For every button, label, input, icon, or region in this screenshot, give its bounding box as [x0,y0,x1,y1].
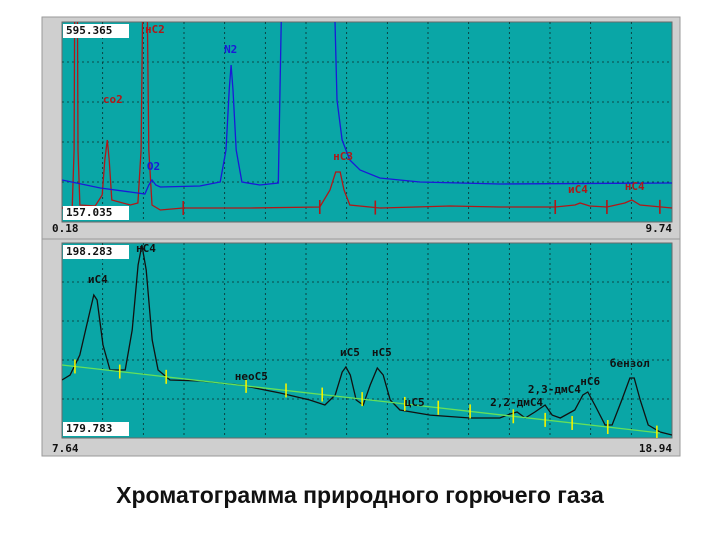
peak-label: 2,3-дмС4 [528,383,581,396]
peak-label: неоС5 [235,370,268,383]
peak-label: нС2 [145,23,165,36]
plot-area [61,21,673,223]
y-tick-box [63,422,129,436]
x-tick-label: 9.74 [646,222,673,235]
trace [62,364,661,434]
peak-label: 2,2-дмС4 [490,396,543,409]
y-tick-label: 198.283 [66,245,112,258]
peak-label: нС3 [333,150,353,163]
plot-area [61,242,673,439]
y-tick-box [63,24,129,38]
peak-label: иС4 [88,273,108,286]
plot-traces [62,22,672,216]
x-tick-label: 18.94 [639,442,672,455]
peak-label: нС4 [625,180,645,193]
y-tick-label: 157.035 [66,206,112,219]
trace [62,22,672,211]
y-tick-box [63,245,129,259]
caption: Хроматограмма природного горючего газа [116,482,604,508]
peak-label: O2 [147,160,160,173]
peak-label: нС4 [136,242,156,255]
y-tick-label: 595.365 [66,24,112,37]
peak-label: иС4 [568,183,588,196]
plot-traces [62,244,672,438]
trace [62,22,672,195]
peak-label: бензол [610,357,650,370]
peak-label: иС5 [340,346,360,359]
y-tick-label: 179.783 [66,422,112,435]
trace [62,244,672,436]
peak-label: со2 [103,93,123,106]
x-tick-label: 0.18 [52,222,79,235]
x-tick-label: 7.64 [52,442,79,455]
peak-label: нС5 [372,346,392,359]
peak-label: N2 [224,43,237,56]
y-tick-box [63,206,129,220]
peak-label: цС5 [405,396,425,409]
peak-label: нС6 [580,375,600,388]
